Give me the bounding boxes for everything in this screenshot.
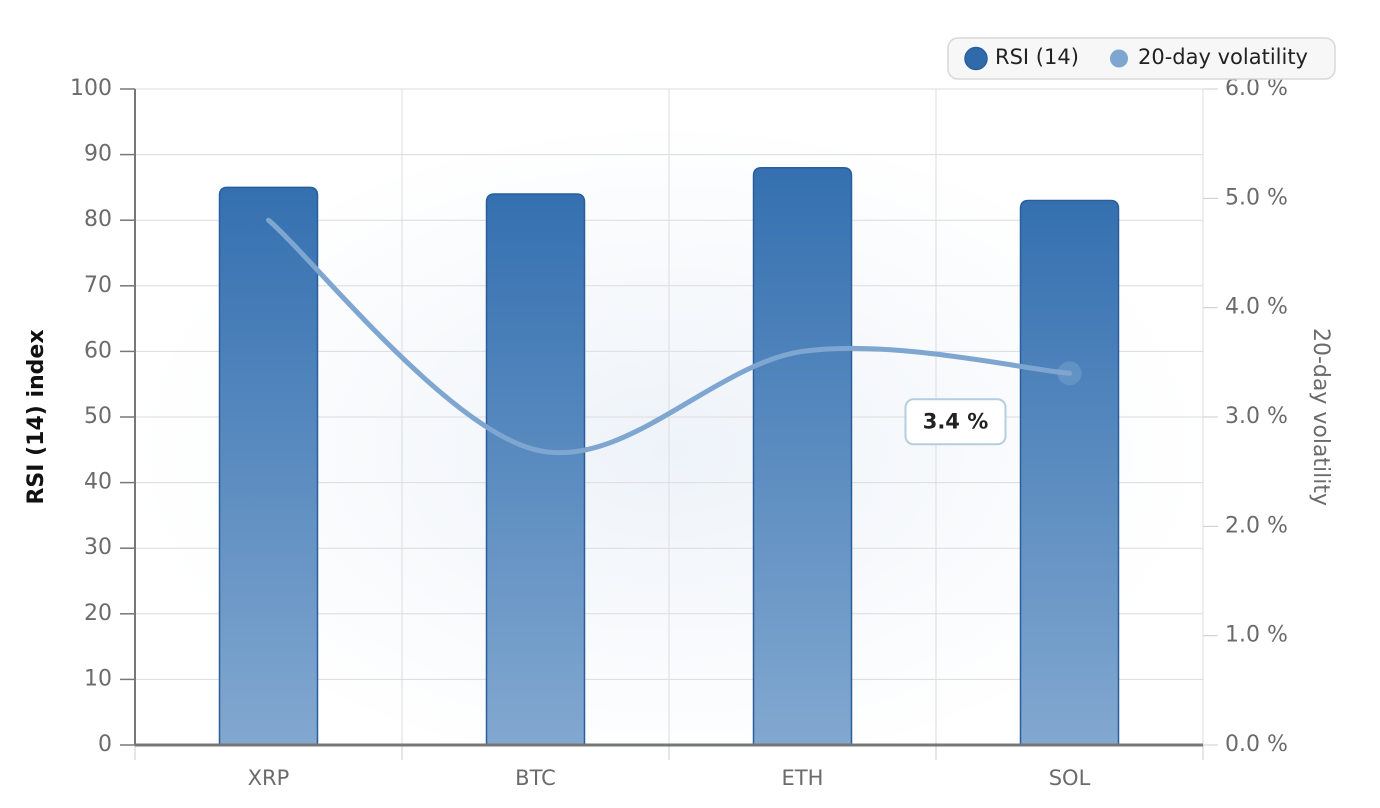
y2-tick-label: 4.0 %	[1225, 295, 1288, 320]
tooltip-box	[904, 398, 1007, 446]
legend-box	[947, 37, 1336, 80]
x-tick-label: ETH	[782, 766, 824, 790]
bar	[1019, 199, 1120, 746]
y-tick-label: 70	[84, 273, 112, 298]
y2-axis-title: 20-day volatility	[1308, 328, 1333, 506]
y-tick-label: 0	[98, 732, 112, 757]
x-tick-label: SOL	[1049, 766, 1091, 790]
y-tick-label: 90	[84, 142, 112, 167]
y-tick-label: 20	[84, 601, 112, 626]
data-label: 3.4 %	[923, 409, 989, 433]
y2-tick-label: 6.0 %	[1225, 76, 1288, 101]
legend-label: RSI (14)	[995, 45, 1079, 69]
bar	[218, 186, 319, 746]
y-tick-label: 100	[70, 76, 112, 101]
y-tick-label: 10	[84, 666, 112, 691]
y2-tick-label: 0.0 %	[1225, 732, 1288, 757]
bar	[485, 193, 586, 746]
y-tick-label: 80	[84, 207, 112, 232]
y2-tick-label: 1.0 %	[1225, 623, 1288, 648]
point-marker	[1057, 361, 1082, 386]
x-tick-label: BTC	[515, 766, 556, 790]
legend-swatch	[1110, 49, 1128, 68]
y2-tick-label: 3.0 %	[1225, 404, 1288, 429]
legend-label: 20-day volatility	[1138, 45, 1308, 69]
y-tick-label: 40	[84, 470, 112, 495]
y-axis-title: RSI (14) index	[24, 329, 49, 504]
y-tick-label: 50	[84, 404, 112, 429]
legend-swatch	[964, 46, 988, 71]
y2-tick-label: 2.0 %	[1225, 513, 1288, 538]
y2-tick-label: 5.0 %	[1225, 185, 1288, 210]
x-tick-label: XRP	[248, 766, 290, 790]
bar	[752, 166, 853, 746]
legend: RSI (14) 20-day volatility	[947, 37, 1336, 80]
y-tick-label: 60	[84, 338, 112, 363]
volatility-line	[266, 217, 1072, 456]
y-tick-label: 30	[84, 535, 112, 560]
